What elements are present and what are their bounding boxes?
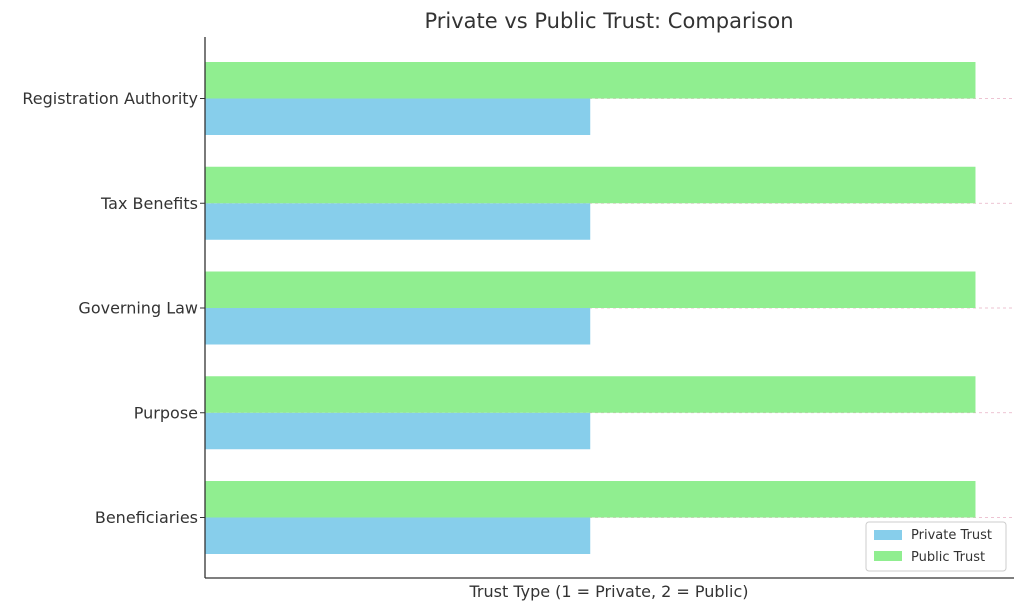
y-tick-label-tax-benefits: Tax Benefits: [100, 194, 198, 213]
bar-public-trust-registration-authority: [205, 62, 976, 99]
bars: [205, 62, 976, 554]
bar-public-trust-beneficiaries: [205, 481, 976, 518]
legend: Private Trust Public Trust: [865, 521, 1007, 572]
legend-label-public: Public Trust: [911, 550, 985, 565]
y-tick-label-registration-authority: Registration Authority: [22, 89, 198, 108]
bar-public-trust-tax-benefits: [205, 166, 976, 204]
chart-title: Private vs Public Trust: Comparison: [424, 9, 793, 33]
legend-label-private: Private Trust: [911, 528, 992, 543]
bar-private-trust-governing-law: [205, 308, 591, 345]
legend-swatch-public: [874, 551, 902, 561]
y-tick-label-beneficiaries: Beneficiaries: [95, 508, 198, 527]
bar-private-trust-beneficiaries: [205, 517, 591, 554]
x-axis-label: Trust Type (1 = Private, 2 = Public): [469, 582, 749, 601]
bar-private-trust-registration-authority: [205, 98, 591, 135]
legend-swatch-private: [874, 530, 902, 540]
bar-public-trust-purpose: [205, 376, 976, 413]
y-tick-label-purpose: Purpose: [134, 403, 198, 422]
bar-private-trust-tax-benefits: [205, 203, 591, 240]
y-tick-label-governing-law: Governing Law: [78, 299, 198, 318]
y-tick-labels: Beneficiaries Purpose Governing Law Tax Ben…: [22, 89, 205, 527]
bar-private-trust-purpose: [205, 412, 591, 450]
bar-public-trust-governing-law: [205, 271, 976, 308]
